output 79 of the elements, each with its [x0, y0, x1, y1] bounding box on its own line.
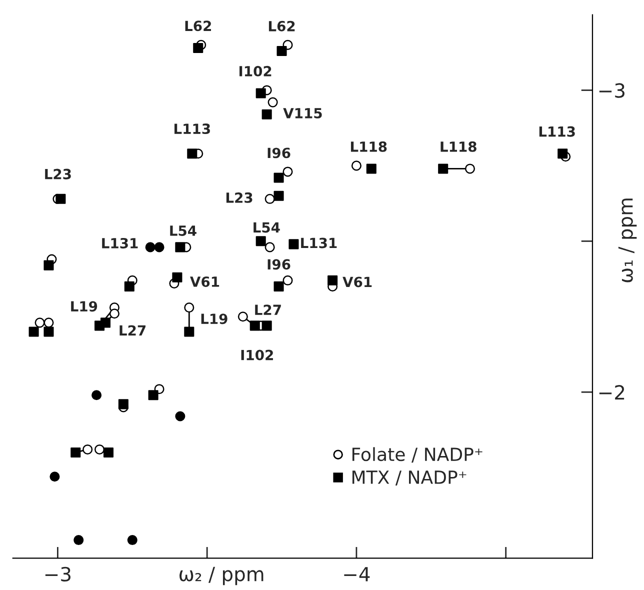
- point: [274, 281, 284, 292]
- point: [184, 302, 194, 313]
- point: [351, 160, 362, 171]
- x-axis-title: ω₂ / ppm: [180, 566, 264, 586]
- point: [175, 411, 186, 422]
- annotation: L62: [268, 20, 295, 32]
- annotation: L19: [71, 301, 98, 312]
- annotation: V61: [190, 276, 220, 287]
- annotation: V61: [342, 276, 372, 288]
- annotation: L23: [226, 192, 252, 203]
- point: [274, 190, 284, 201]
- point: [288, 239, 299, 250]
- point: [109, 308, 120, 319]
- point: [118, 399, 128, 410]
- annotation: L54: [170, 226, 196, 236]
- point: [148, 390, 158, 400]
- point: [264, 242, 275, 252]
- point: [250, 320, 260, 331]
- point: [282, 275, 293, 286]
- point: [175, 242, 186, 252]
- point: [44, 318, 54, 328]
- point: [256, 88, 266, 98]
- point: [34, 318, 45, 328]
- legend-label: Folate / NADP⁺: [352, 447, 482, 463]
- point: [154, 242, 164, 252]
- annotation: L19: [201, 314, 228, 324]
- point: [172, 272, 182, 282]
- point: [103, 447, 114, 458]
- point: [124, 281, 134, 292]
- point: [44, 326, 54, 337]
- point: [438, 164, 448, 174]
- point: [187, 148, 198, 159]
- x-tick-label: −4: [344, 567, 370, 582]
- annotation: L62: [185, 20, 211, 32]
- annotation: V115: [283, 108, 322, 118]
- point: [92, 390, 102, 400]
- annotation: L131: [102, 238, 138, 248]
- point: [264, 194, 275, 204]
- point: [558, 148, 568, 159]
- point: [145, 242, 156, 252]
- annotation: I96: [268, 259, 290, 270]
- point: [262, 320, 272, 331]
- annotation: I102: [241, 350, 273, 360]
- point: [50, 472, 60, 482]
- annotation: L113: [539, 126, 575, 137]
- point: [44, 260, 54, 270]
- point: [276, 46, 287, 56]
- point: [94, 444, 105, 454]
- annotation: L23: [45, 168, 71, 180]
- point: [464, 164, 476, 174]
- point: [256, 236, 266, 246]
- annotation: L118: [440, 141, 476, 152]
- legend-label: MTX / NADP⁺: [352, 470, 466, 486]
- point: [70, 447, 81, 458]
- annotation: I102: [239, 66, 272, 76]
- point: [238, 312, 248, 322]
- point: [282, 166, 293, 177]
- point: [127, 535, 138, 546]
- point: [56, 194, 66, 204]
- point: [82, 444, 93, 454]
- point: [100, 318, 111, 328]
- annotation: L27: [120, 325, 146, 336]
- point: [328, 275, 338, 286]
- y-tick-label: −2: [599, 385, 624, 400]
- annotation: L27: [255, 304, 281, 315]
- annotation: L113: [174, 124, 210, 134]
- annotation: L118: [350, 141, 387, 152]
- annotation: L131: [301, 238, 337, 248]
- point: [74, 535, 84, 546]
- point: [274, 172, 284, 183]
- point: [193, 42, 204, 53]
- point: [28, 326, 39, 337]
- point: [366, 164, 376, 174]
- point: [262, 109, 272, 120]
- annotation: L54: [254, 222, 280, 233]
- annotation: I96: [268, 148, 290, 158]
- point: [268, 97, 278, 108]
- point: [184, 326, 194, 337]
- y-axis-title: ω₁ / ppm: [618, 198, 637, 282]
